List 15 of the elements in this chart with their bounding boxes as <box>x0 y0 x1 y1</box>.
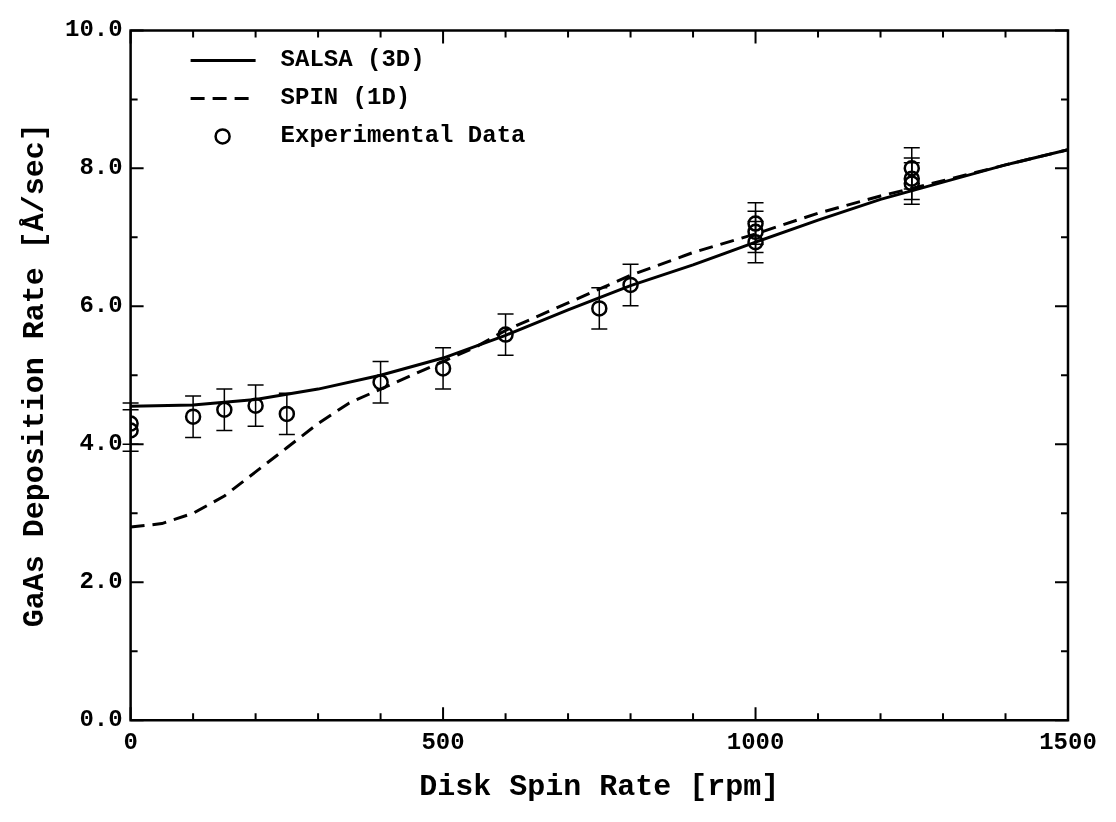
x-tick-label: 500 <box>421 728 465 756</box>
y-tick-label: 0.0 <box>79 706 123 734</box>
y-tick-label: 10.0 <box>65 16 123 44</box>
y-tick-label: 4.0 <box>79 430 123 458</box>
legend-label: SPIN (1D) <box>280 84 411 112</box>
y-tick-label: 6.0 <box>79 292 123 320</box>
legend-label: SALSA (3D) <box>280 46 425 74</box>
x-tick-label: 0 <box>123 728 138 756</box>
y-tick-label: 2.0 <box>79 568 123 596</box>
y-axis-title: GaAs Deposition Rate [Å/sec] <box>17 123 52 628</box>
legend-label: Experimental Data <box>280 122 526 150</box>
y-tick-label: 8.0 <box>79 154 123 182</box>
x-tick-label: 1000 <box>726 728 785 756</box>
x-tick-label: 1500 <box>1039 728 1097 756</box>
x-axis-title: Disk Spin Rate [rpm] <box>419 769 780 804</box>
